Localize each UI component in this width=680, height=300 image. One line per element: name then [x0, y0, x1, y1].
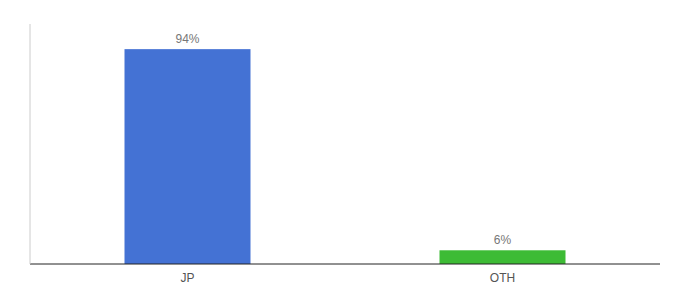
y-axis-line — [30, 24, 31, 264]
data-labels: 94% 6% — [175, 32, 511, 247]
chart-container: 94% 6% JP OTH — [0, 0, 680, 300]
data-label: 94% — [175, 32, 199, 46]
data-label: 6% — [494, 233, 512, 247]
bars — [125, 49, 566, 264]
bar — [440, 250, 566, 264]
bar — [125, 49, 251, 264]
x-tick-label: JP — [180, 271, 194, 285]
x-axis: JP OTH — [30, 264, 660, 285]
x-tick-label: OTH — [490, 271, 515, 285]
x-axis-line — [30, 264, 660, 265]
chart: 94% 6% JP OTH — [0, 0, 680, 300]
